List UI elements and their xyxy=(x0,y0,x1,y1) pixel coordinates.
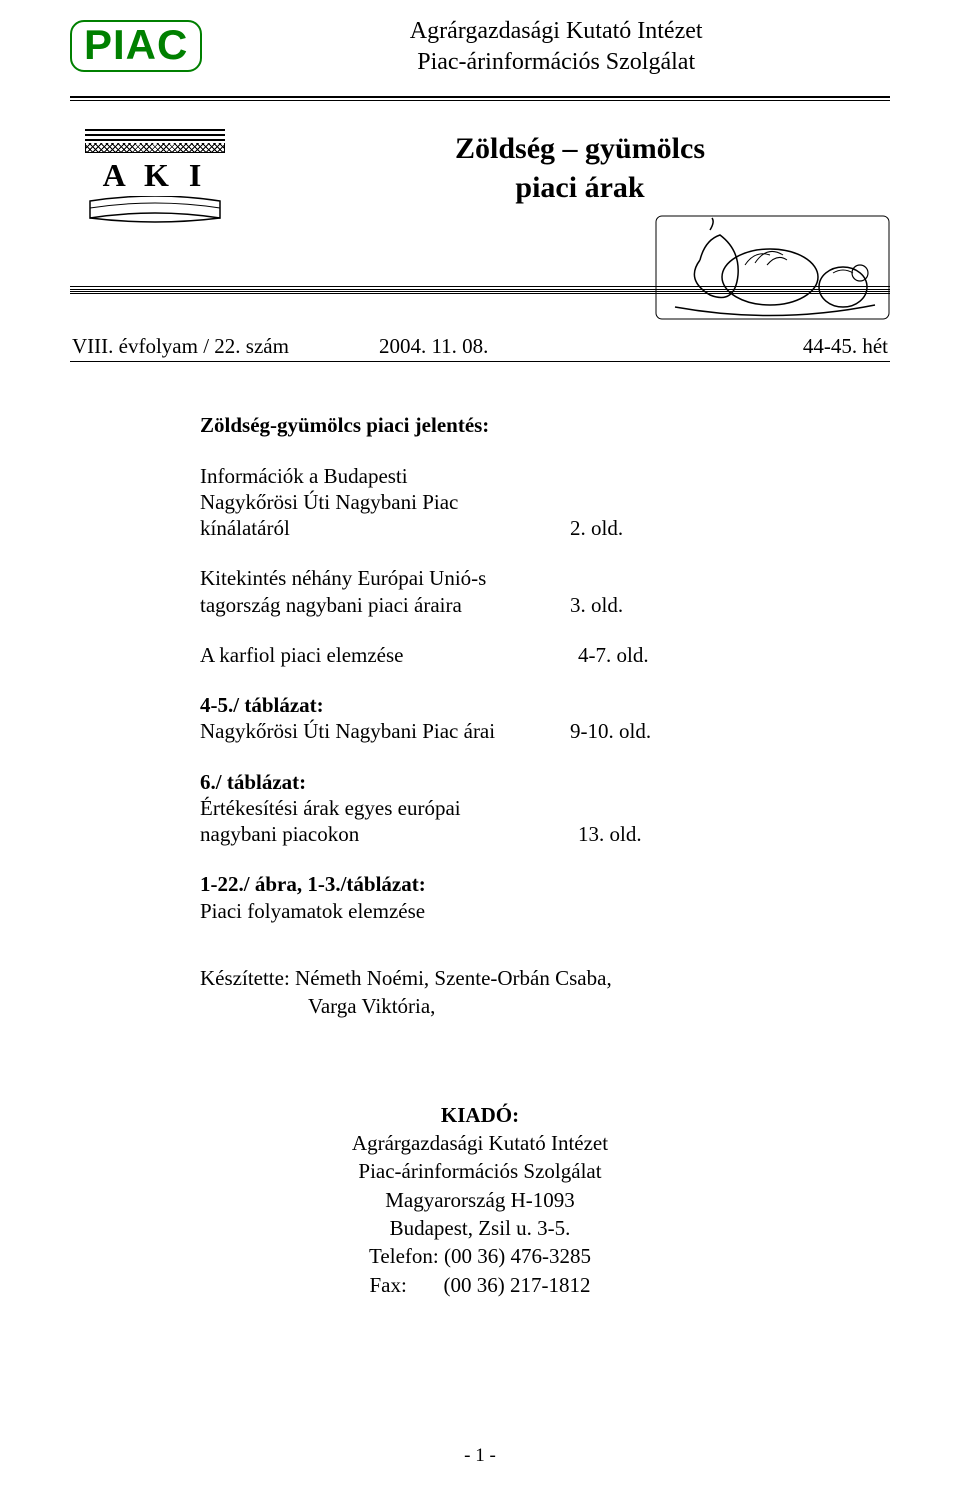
header-line2: Piac-árinformációs Szolgálat xyxy=(222,47,890,78)
header-line1: Agrárgazdasági Kutató Intézet xyxy=(222,16,890,47)
toc-row: A karfiol piaci elemzése4-7. old. xyxy=(200,642,890,668)
page-number: - 1 - xyxy=(0,1445,960,1467)
toc-row: Kitekintés néhány Európai Unió-stagorszá… xyxy=(200,565,890,618)
divider-top xyxy=(70,96,890,101)
title-section: A K I Zöldség – gyümölcs piaci árak xyxy=(70,129,890,226)
toc-row: 1-22./ ábra, 1-3./táblázat:Piaci folyama… xyxy=(200,871,890,924)
toc-row: 4-5./ táblázat:Nagykőrösi Úti Nagybani P… xyxy=(200,692,890,745)
vegetables-icon xyxy=(655,215,890,320)
toc-label: 6./ táblázat:Értékesítési árak egyes eur… xyxy=(200,769,560,848)
title-line2: piaci árak xyxy=(270,168,890,207)
main-title: Zöldség – gyümölcs piaci árak xyxy=(270,129,890,207)
toc-page: 2. old. xyxy=(560,515,680,541)
toc-row: 6./ táblázat:Értékesítési árak egyes eur… xyxy=(200,769,890,848)
page: PIAC Agrárgazdasági Kutató Intézet Piac-… xyxy=(0,0,960,1495)
toc-label: 1-22./ ábra, 1-3./táblázat:Piaci folyama… xyxy=(200,871,560,924)
toc-label: A karfiol piaci elemzése xyxy=(200,642,560,668)
header-row: PIAC Agrárgazdasági Kutató Intézet Piac-… xyxy=(70,20,890,78)
publisher-line-1: Piac-árinformációs Szolgálat xyxy=(70,1157,890,1185)
aki-decor-top xyxy=(85,129,225,153)
piac-badge: PIAC xyxy=(70,20,202,72)
aki-logo: A K I xyxy=(70,129,240,226)
toc-row: Információk a BudapestiNagykőrösi Úti Na… xyxy=(200,463,890,542)
issue-week: 44-45. hét xyxy=(803,334,888,359)
toc-label: 4-5./ táblázat:Nagykőrösi Úti Nagybani P… xyxy=(200,692,560,745)
issue-row: VIII. évfolyam / 22. szám 2004. 11. 08. … xyxy=(70,334,890,362)
toc-page: 9-10. old. xyxy=(560,718,680,744)
publisher-line-2: Magyarország H-1093 xyxy=(70,1186,890,1214)
toc-heading: Zöldség-gyümölcs piaci jelentés: xyxy=(200,412,890,438)
toc-page: 13. old. xyxy=(560,821,680,847)
publisher-line-3: Budapest, Zsil u. 3-5. xyxy=(70,1214,890,1242)
toc-page: 4-7. old. xyxy=(560,642,680,668)
publisher-fax: Fax: (00 36) 217-1812 xyxy=(369,1271,590,1299)
aki-label: A K I xyxy=(103,157,208,194)
header-titles: Agrárgazdasági Kutató Intézet Piac-árinf… xyxy=(222,16,890,78)
toc-block: Zöldség-gyümölcs piaci jelentés: Informá… xyxy=(200,412,890,924)
issue-volume: VIII. évfolyam / 22. szám xyxy=(72,334,289,359)
aki-book-icon xyxy=(85,196,225,226)
authors-block: Készítette: Németh Noémi, Szente-Orbán C… xyxy=(200,964,890,1021)
authors-line1: Készítette: Németh Noémi, Szente-Orbán C… xyxy=(200,964,890,992)
toc-label: Információk a BudapestiNagykőrösi Úti Na… xyxy=(200,463,560,542)
toc-label: Kitekintés néhány Európai Unió-stagorszá… xyxy=(200,565,560,618)
issue-date: 2004. 11. 08. xyxy=(379,334,488,359)
publisher-heading: KIADÓ: xyxy=(70,1101,890,1129)
toc-page: 3. old. xyxy=(560,592,680,618)
publisher-phone: Telefon: (00 36) 476-3285 xyxy=(369,1242,591,1270)
title-line1: Zöldség – gyümölcs xyxy=(270,129,890,168)
authors-line2: Varga Viktória, xyxy=(200,992,890,1020)
publisher-line-0: Agrárgazdasági Kutató Intézet xyxy=(70,1129,890,1157)
publisher-block: KIADÓ: Agrárgazdasági Kutató Intézet Pia… xyxy=(70,1101,890,1299)
